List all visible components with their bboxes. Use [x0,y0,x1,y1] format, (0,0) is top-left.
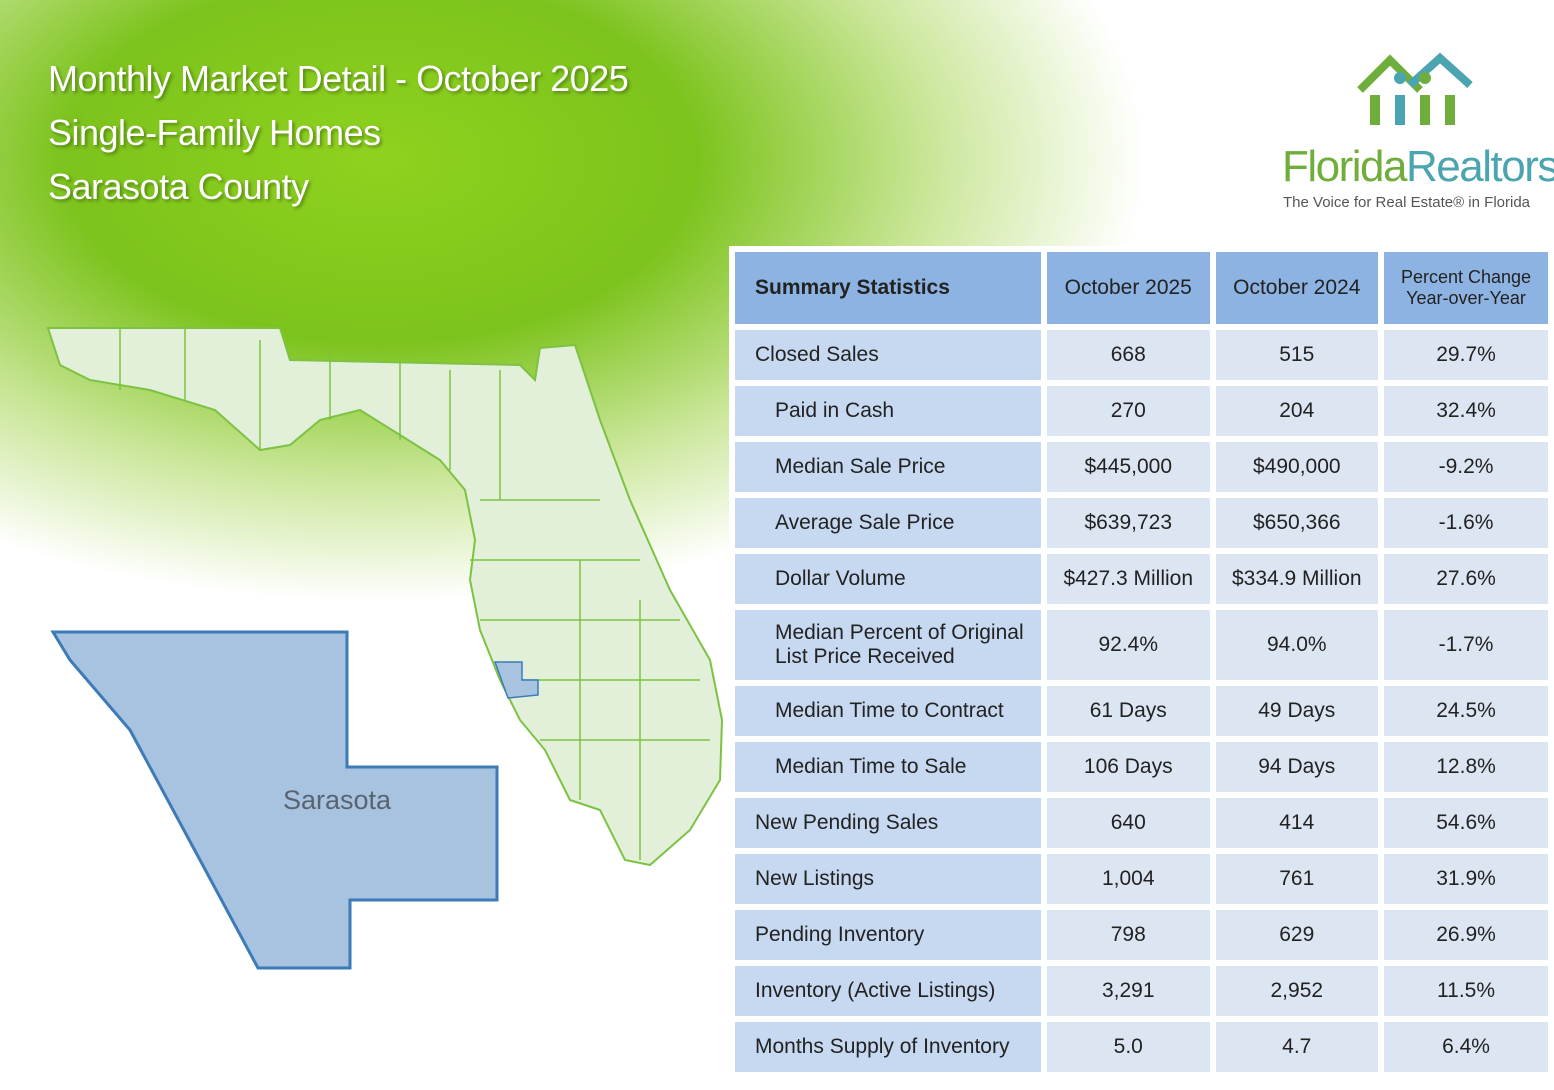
cell: 11.5% [1384,966,1548,1016]
tagline: The Voice for Real Estate® in Florida [1283,194,1531,211]
cell: -9.2% [1384,442,1548,492]
cell: 6.4% [1384,1022,1548,1072]
title: Monthly Market Detail - October 2025 [48,58,629,99]
cell: 204 [1215,386,1379,436]
cell: 32.4% [1384,386,1548,436]
cell: $334.9 Million [1215,554,1379,604]
cell: 5.0 [1046,1022,1210,1072]
cell: 26.9% [1384,910,1548,960]
cell: 515 [1215,330,1379,380]
brand-first: Florida [1282,142,1408,191]
row-label: Dollar Volume [735,554,1041,604]
column-header: Percent Change Year-over-Year [1384,252,1548,324]
cell: $427.3 Million [1046,554,1210,604]
row-label: Median Time to Contract [735,686,1041,736]
cell: 761 [1215,854,1379,904]
row-label: Months Supply of Inventory [735,1022,1041,1072]
cell: 640 [1046,798,1210,848]
cell: 54.6% [1384,798,1548,848]
table-row: Median Percent of Original List Price Re… [735,610,1548,680]
table-row: Median Time to Contract 61 Days 49 Days 24.… [735,686,1548,736]
row-label: Median Sale Price [735,442,1041,492]
row-label: Median Time to Sale [735,742,1041,792]
table-row: Closed Sales 668 515 29.7% [735,330,1548,380]
county-lines [119,328,710,860]
column-header: Summary Statistics [735,252,1041,324]
florida-outline [46,327,724,867]
cell: 24.5% [1384,686,1548,736]
row-label: New Listings [735,854,1041,904]
column-header: October 2024 [1215,252,1379,324]
region: Sarasota County [48,166,309,207]
row-label: Pending Inventory [735,910,1041,960]
cell: 92.4% [1046,610,1210,680]
table-row: Pending Inventory 798 629 26.9% [735,910,1548,960]
row-label: Inventory (Active Listings) [735,966,1041,1016]
cell: 2,952 [1215,966,1379,1016]
subtitle: Single-Family Homes [48,112,381,153]
cell: $639,723 [1046,498,1210,548]
table-row: Median Sale Price $445,000 $490,000 -9.2% [735,442,1548,492]
table-row: New Listings 1,004 761 31.9% [735,854,1548,904]
table-row: Months Supply of Inventory 5.0 4.7 6.4% [735,1022,1548,1072]
table-row: Dollar Volume $427.3 Million $334.9 Millio… [735,554,1548,604]
cell: 94.0% [1215,610,1379,680]
cell: 3,291 [1046,966,1210,1016]
brand-second: Realtors [1406,142,1554,191]
cell: $650,366 [1215,498,1379,548]
brand: FloridaRealtors [1282,142,1554,192]
logo: FloridaRealtors The Voice for Real Estat… [1270,50,1554,220]
table-row: Paid in Cash 270 204 32.4% [735,386,1548,436]
cell: 49 Days [1215,686,1379,736]
cell: 27.6% [1384,554,1548,604]
table-row: Average Sale Price $639,723 $650,366 -1.6% [735,498,1548,548]
row-label: Closed Sales [735,330,1041,380]
row-label: Average Sale Price [735,498,1041,548]
map-label: Sarasota [283,785,392,815]
stats-table: Summary Statistics October 2025 October … [729,246,1554,1078]
cell: 4.7 [1215,1022,1379,1072]
cell: 270 [1046,386,1210,436]
cell: 29.7% [1384,330,1548,380]
cell: 668 [1046,330,1210,380]
cell: $445,000 [1046,442,1210,492]
row-label: Median Percent of Original List Price Re… [735,610,1041,680]
cell: 106 Days [1046,742,1210,792]
cell: 31.9% [1384,854,1548,904]
cell: 94 Days [1215,742,1379,792]
cell: 414 [1215,798,1379,848]
table-row: Inventory (Active Listings) 3,291 2,952 11.… [735,966,1548,1016]
map: Sarasota [46,327,724,970]
row-label: Paid in Cash [735,386,1041,436]
sarasota-detail [50,630,499,970]
sarasota-small [493,661,539,699]
column-header: October 2025 [1046,252,1210,324]
logo-icon [1357,52,1473,125]
row-label: New Pending Sales [735,798,1041,848]
header-row: Summary Statistics October 2025 October … [735,252,1548,324]
cell: -1.7% [1384,610,1548,680]
cell: 12.8% [1384,742,1548,792]
cell: 629 [1215,910,1379,960]
cell: $490,000 [1215,442,1379,492]
table-row: New Pending Sales 640 414 54.6% [735,798,1548,848]
table-row: Median Time to Sale 106 Days 94 Days 12.8% [735,742,1548,792]
cell: 798 [1046,910,1210,960]
cell: -1.6% [1384,498,1548,548]
cell: 1,004 [1046,854,1210,904]
cell: 61 Days [1046,686,1210,736]
